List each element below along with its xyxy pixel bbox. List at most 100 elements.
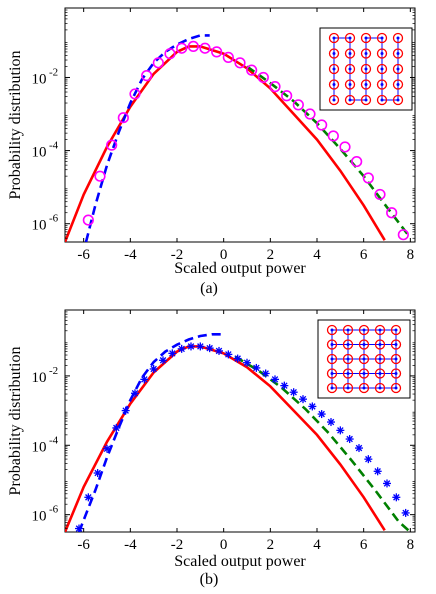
y-axis-label-a: Probability distribution — [7, 51, 24, 200]
series-clip — [65, 34, 410, 242]
inset-site — [392, 48, 404, 59]
y-tick-exponent: -2 — [49, 365, 58, 377]
inset-site — [358, 382, 370, 394]
data-point-star — [364, 455, 373, 464]
x-tick-label: -6 — [77, 247, 90, 263]
data-point-circle — [316, 119, 328, 131]
data-point-circle — [304, 108, 316, 120]
inset-site — [344, 63, 356, 75]
data-point-star — [327, 418, 335, 427]
inset-site — [360, 48, 372, 59]
inset-site-dot — [394, 386, 398, 390]
inset-site — [342, 339, 354, 350]
data-point-star — [121, 406, 130, 415]
inset-site — [326, 353, 338, 365]
inset-site-dot — [378, 343, 382, 346]
data-point-circle — [234, 57, 246, 69]
data-point-star — [149, 364, 158, 373]
data-point-circle — [176, 42, 188, 54]
inset-site-dot — [394, 328, 398, 332]
data-point-circle — [339, 141, 351, 153]
data-point-circle — [211, 46, 223, 58]
inset-site-dot — [380, 67, 384, 71]
inset-site — [392, 63, 404, 75]
inset-site — [328, 79, 340, 90]
inset-site-dot — [378, 328, 382, 332]
inset-site-dot — [378, 372, 382, 375]
inset-site — [358, 353, 370, 365]
data-point-star — [84, 493, 93, 502]
y-tick-label: 10 — [32, 218, 47, 234]
inset-site-dot — [346, 372, 350, 375]
inset-site-dot — [378, 386, 382, 390]
inset-site — [328, 94, 340, 106]
inset-site — [358, 339, 370, 350]
inset-site — [342, 353, 354, 365]
data-point-circle — [327, 130, 339, 142]
inset-site — [374, 368, 386, 379]
inset-site — [392, 79, 404, 90]
y-tick-label: 10 — [32, 439, 47, 455]
inset-site-dot — [394, 357, 398, 361]
inset-site — [390, 324, 402, 336]
data-point-circle — [152, 57, 164, 69]
inset-site-dot — [362, 343, 366, 346]
data-point-circle — [199, 42, 211, 54]
y-axis-label-b: Probability distribution — [7, 347, 24, 496]
y-tick-exponent: -2 — [49, 66, 58, 78]
data-point-star — [243, 358, 251, 367]
series-group-a — [65, 34, 410, 242]
inset-site — [360, 79, 372, 90]
inset-site-dot — [330, 386, 334, 390]
data-point-circle — [94, 170, 106, 182]
inset-site — [344, 94, 356, 106]
series-group-b — [65, 332, 412, 532]
data-point-star — [215, 346, 223, 355]
inset-site-dot — [348, 36, 352, 40]
data-point-star — [299, 395, 307, 404]
inset-site-dot — [332, 67, 336, 71]
inset-site-dot — [346, 386, 350, 390]
x-tick-label: 4 — [313, 537, 321, 553]
x-tick-label: 2 — [267, 247, 275, 263]
inset-site — [390, 382, 402, 394]
inset-site-dot — [394, 343, 398, 346]
x-tick-label: 4 — [313, 247, 321, 263]
data-point-star — [261, 369, 270, 378]
inset-site — [376, 94, 388, 106]
y-tick-label: 10 — [32, 509, 47, 525]
data-point-circle — [106, 139, 118, 151]
inset-site — [390, 339, 402, 350]
inset-site — [358, 368, 370, 379]
inset-site — [342, 382, 354, 394]
data-point-star — [271, 375, 279, 384]
y-ticks-a: 10-210-410-6 — [32, 9, 415, 239]
data-point-star — [93, 469, 102, 478]
x-tick-label: -4 — [124, 247, 137, 263]
data-point-circle — [187, 40, 199, 52]
data-point-star — [187, 342, 195, 351]
data-point-star — [252, 363, 261, 372]
data-point-star — [75, 524, 83, 532]
data-point-star — [103, 444, 111, 453]
inset-site-dot — [394, 372, 398, 375]
x-tick-label: -6 — [77, 537, 90, 553]
inset-site-dot — [362, 357, 366, 361]
inset-site-dot — [330, 372, 334, 375]
y-tick-label: 10 — [32, 370, 47, 386]
data-point-star — [280, 381, 289, 390]
x-tick-label: 0 — [220, 247, 228, 263]
y-tick-label: 10 — [32, 145, 47, 161]
data-point-star — [205, 344, 214, 353]
inset-site — [342, 368, 354, 379]
data-point-star — [224, 350, 233, 359]
data-point-star — [131, 389, 139, 398]
inset-site-dot — [348, 83, 352, 86]
inset-site-dot — [330, 328, 334, 332]
x-axis-label-b: Scaled output power — [174, 553, 306, 570]
inset-lattice-b — [317, 319, 411, 399]
inset-site-dot — [332, 52, 336, 55]
x-tick-label: -2 — [171, 247, 184, 263]
inset-site — [342, 324, 354, 336]
panel-b: -6 -4 -2 0 2 4 6 8 10-210-410-6 Scaled output p… — [7, 309, 416, 588]
